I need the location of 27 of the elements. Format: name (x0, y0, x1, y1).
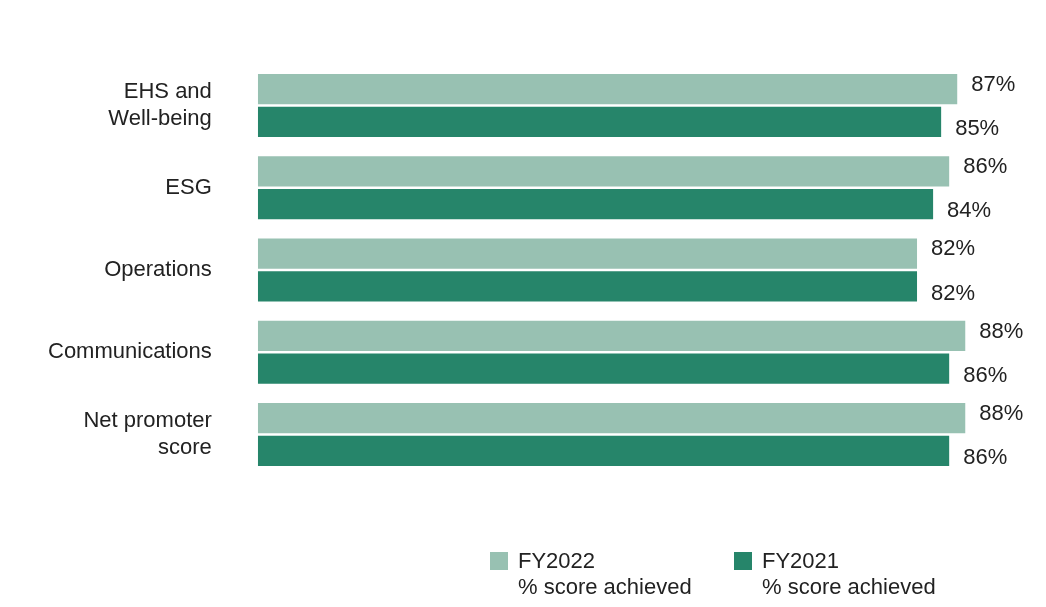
bar (257, 353, 950, 384)
y-tick-label: ESG (165, 173, 212, 199)
y-tick-label: Net promoter score (83, 407, 212, 459)
legend-label: FY2021 % score achieved (762, 548, 936, 600)
bar (257, 402, 966, 434)
data-label: 88% (979, 317, 1024, 343)
data-label: 84% (947, 197, 992, 223)
bar (257, 435, 950, 467)
y-tick-label: EHS and Well-being (108, 78, 212, 130)
bar (257, 73, 958, 105)
bar (257, 238, 918, 269)
bar (257, 320, 966, 351)
bar (257, 106, 942, 138)
data-label: 82% (931, 279, 976, 305)
data-label: 86% (963, 153, 1008, 179)
data-label: 85% (955, 115, 1000, 141)
bar (257, 189, 934, 220)
y-tick-label: Communications (48, 338, 212, 364)
bar (257, 156, 950, 187)
bar (257, 271, 918, 302)
legend-label: FY2022 % score achieved (518, 548, 692, 600)
data-label: 88% (979, 399, 1024, 425)
data-label: 87% (971, 70, 1016, 96)
data-label: 82% (931, 235, 976, 261)
data-label: 86% (963, 443, 1008, 469)
y-tick-label: Operations (104, 256, 212, 282)
data-label: 86% (963, 361, 1008, 387)
